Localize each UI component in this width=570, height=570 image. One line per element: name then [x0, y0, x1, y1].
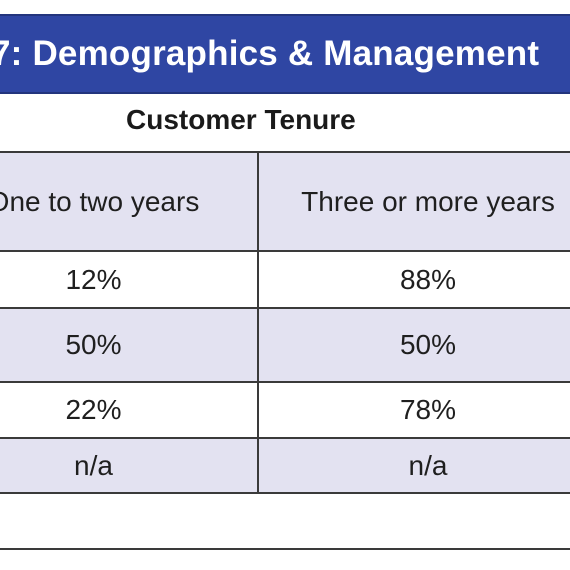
section-title: Customer Tenure [126, 104, 356, 135]
table-cell: 78% [399, 394, 457, 425]
table-header-row: One to two years Three or more years [0, 151, 570, 250]
table-row: 22% 78% [0, 381, 570, 437]
table-row: 50% 50% [0, 307, 570, 381]
table-cell: n/a [408, 450, 448, 481]
table-cell: 88% [399, 263, 457, 295]
table-bottom-rule [0, 492, 570, 494]
section-header: Customer Tenure [0, 94, 570, 152]
tenure-table: One to two years Three or more years 12%… [0, 151, 570, 493]
column-header-one-to-two-years: One to two years [0, 185, 200, 217]
table-cell: 22% [65, 394, 122, 425]
table-cell: n/a [74, 450, 113, 481]
table-cell: 50% [65, 329, 122, 360]
column-header-three-or-more-years: Three or more years [301, 185, 555, 217]
page-bottom-rule [0, 548, 570, 550]
column-divider [257, 151, 259, 493]
table-row: n/a n/a [0, 437, 570, 493]
exhibit-title: 7: Demographics & Management [0, 34, 540, 73]
table-row: 12% 88% [0, 250, 570, 307]
table-cell: 50% [399, 329, 457, 360]
table-cell: 12% [65, 263, 122, 295]
title-bar: 7: Demographics & Management [0, 14, 570, 94]
